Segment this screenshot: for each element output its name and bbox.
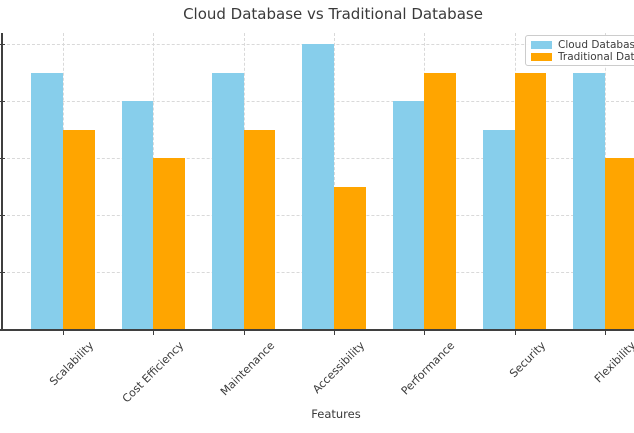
x-axis-tick xyxy=(333,331,335,335)
x-axis-tick xyxy=(604,331,606,335)
gridline-vertical xyxy=(333,33,335,329)
bar-traditional-database-performance xyxy=(424,72,456,330)
bar-traditional-database-security xyxy=(514,72,547,330)
legend-swatch-traditional xyxy=(531,53,552,61)
bar-cloud-database-security xyxy=(483,129,515,330)
x-tick-label-maintenance: Maintenance xyxy=(217,339,277,399)
bar-cloud-database-flexibility xyxy=(573,72,605,330)
legend-item-traditional: Traditional Database xyxy=(531,51,634,63)
bar-traditional-database-accessibility xyxy=(333,186,366,330)
bar-traditional-database-scalability xyxy=(63,129,95,330)
bar-traditional-database-flexibility xyxy=(604,158,634,330)
bar-cloud-database-performance xyxy=(392,101,425,330)
x-tick-label-scalability: Scalability xyxy=(47,339,97,389)
legend: Cloud Database Traditional Database xyxy=(525,35,634,66)
bar-cloud-database-accessibility xyxy=(302,43,334,330)
bar-traditional-database-maintenance xyxy=(243,129,276,330)
bar-cloud-database-scalability xyxy=(31,72,63,330)
legend-swatch-cloud xyxy=(531,41,552,49)
x-axis-tick xyxy=(514,331,516,335)
x-axis-tick xyxy=(424,331,426,335)
legend-item-cloud: Cloud Database xyxy=(531,39,634,51)
legend-label-cloud: Cloud Database xyxy=(558,39,634,51)
x-tick-label-security: Security xyxy=(506,339,548,381)
bar-traditional-database-cost-efficiency xyxy=(153,158,185,330)
x-axis-line xyxy=(0,329,634,331)
x-tick-label-cost-efficiency: Cost Efficiency xyxy=(120,339,187,406)
x-axis-tick xyxy=(243,331,245,335)
legend-label-traditional: Traditional Database xyxy=(558,51,634,63)
x-axis-title: Features xyxy=(311,407,361,421)
bar-cloud-database-maintenance xyxy=(212,72,244,330)
y-axis-line xyxy=(1,33,3,331)
bar-cloud-database-cost-efficiency xyxy=(121,101,154,330)
x-axis-tick xyxy=(63,331,64,335)
chart-title: Cloud Database vs Traditional Database xyxy=(183,5,483,23)
x-axis-tick xyxy=(153,331,155,335)
